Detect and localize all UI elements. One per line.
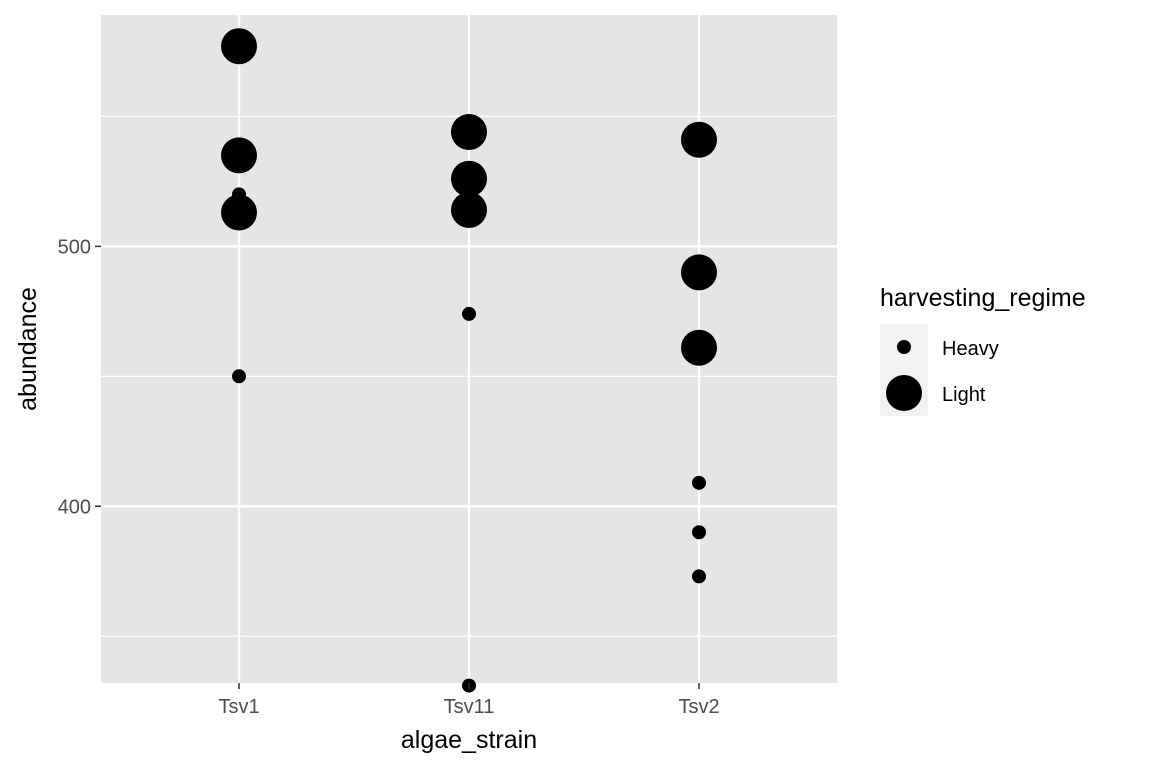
data-point-heavy — [462, 306, 476, 321]
y-axis-title: abundance — [14, 287, 42, 411]
legend-keys — [880, 324, 928, 416]
y-axis-ticks: 400 500 — [58, 236, 101, 518]
data-point-heavy — [692, 569, 706, 584]
x-tick-label: Tsv2 — [678, 696, 719, 718]
data-point-light — [451, 160, 487, 197]
data-point-light — [221, 137, 257, 174]
legend-symbol-heavy — [897, 340, 911, 354]
data-point-heavy — [692, 525, 706, 540]
data-point-heavy — [232, 369, 246, 384]
x-axis-ticks: Tsv1 Tsv11 Tsv2 — [218, 683, 720, 718]
x-tick-label: Tsv1 — [218, 696, 259, 718]
legend-title: harvesting_regime — [880, 284, 1086, 312]
data-point-light — [221, 194, 257, 231]
data-point-light — [451, 191, 487, 228]
data-point-light — [451, 113, 487, 150]
x-axis-title: algae_strain — [401, 726, 537, 754]
x-tick-label: Tsv11 — [444, 696, 495, 718]
data-points — [221, 28, 717, 693]
legend-label-heavy: Heavy — [942, 338, 999, 360]
data-point-light — [681, 254, 717, 291]
data-point-light — [681, 121, 717, 158]
legend-label-light: Light — [942, 384, 986, 406]
legend: harvesting_regime Heavy Light — [880, 284, 1086, 416]
data-point-heavy — [692, 475, 706, 490]
legend-symbol-light — [886, 375, 922, 411]
data-point-light — [681, 329, 717, 366]
y-tick-label: 500 — [58, 236, 91, 258]
y-tick-label: 400 — [58, 496, 91, 518]
data-point-light — [221, 28, 257, 65]
